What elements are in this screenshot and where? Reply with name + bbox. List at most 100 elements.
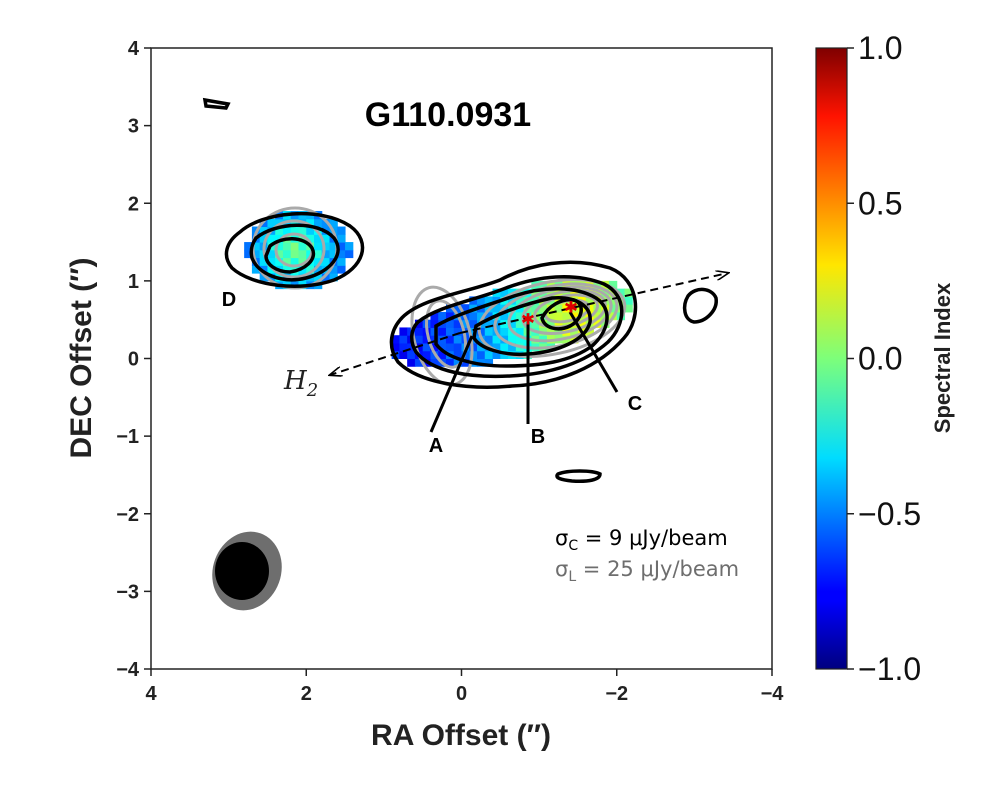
label-b: B bbox=[531, 426, 545, 448]
contour-l-a-inner bbox=[425, 299, 467, 369]
spectral-index-pixel bbox=[453, 335, 462, 344]
spectral-index-pixel bbox=[314, 249, 323, 259]
spectral-index-pixel bbox=[314, 273, 323, 282]
spectral-index-pixel bbox=[321, 234, 331, 243]
spectral-index-pixel bbox=[321, 257, 331, 266]
spectral-index-pixel bbox=[329, 265, 338, 274]
pointer-a bbox=[429, 335, 474, 433]
spectral-index-pixel bbox=[282, 249, 292, 259]
spectral-index-pixel bbox=[391, 342, 400, 352]
spectral-index-pixel bbox=[306, 265, 315, 274]
spectral-index-pixel bbox=[414, 327, 424, 336]
beams bbox=[212, 531, 282, 611]
spectral-index-pixel bbox=[321, 242, 331, 251]
sigma-l-subscript: L bbox=[568, 569, 576, 585]
spectral-index-pixel bbox=[500, 342, 509, 352]
spectral-index-pixel bbox=[624, 296, 633, 305]
spectral-index-pixel bbox=[321, 249, 331, 259]
spectral-index-pixel bbox=[399, 350, 408, 359]
beam-c-band bbox=[215, 542, 269, 600]
contour-c-south-blob bbox=[555, 469, 602, 483]
spectral-index-pixel bbox=[259, 234, 268, 243]
contour-c-main-outer bbox=[389, 260, 638, 389]
spectral-index-pixel bbox=[267, 257, 276, 266]
c-band-contours bbox=[202, 97, 718, 483]
spectral-index-pixel bbox=[515, 327, 525, 336]
spectral-index-pixel bbox=[337, 249, 346, 259]
spectral-index-pixel bbox=[531, 304, 540, 313]
spectral-index-pixel bbox=[337, 226, 346, 235]
spectral-index-pixel bbox=[577, 319, 587, 328]
spectral-index-pixel bbox=[453, 304, 462, 313]
spectral-index-pixel bbox=[453, 319, 462, 328]
colorbar-label: Spectral Index bbox=[930, 282, 955, 433]
y-tick-label: 3 bbox=[128, 116, 139, 138]
spectral-index-pixel bbox=[445, 311, 455, 321]
spectral-index-pixel bbox=[601, 288, 610, 297]
label-a: A bbox=[429, 435, 443, 457]
spectral-index-pixel bbox=[453, 358, 462, 367]
spectral-index-pixel bbox=[306, 218, 315, 228]
spectral-index-pixel bbox=[430, 358, 439, 367]
spectral-index-pixel bbox=[298, 249, 307, 259]
spectral-index-pixel bbox=[445, 342, 455, 352]
y-axis-label: DEC Offset (″) bbox=[65, 257, 98, 458]
spectral-index-pixel bbox=[461, 319, 470, 328]
spectral-index-pixel bbox=[453, 327, 462, 336]
y-axis-ticks: 4 3 2 1 0 −1 −2 −3 −4 bbox=[116, 38, 151, 681]
contour-l-bc-4 bbox=[521, 289, 607, 335]
source-pointers bbox=[429, 311, 619, 433]
colorbar-tick-label: −0.5 bbox=[858, 496, 921, 532]
source-stars: * * bbox=[522, 299, 578, 337]
spectral-index-pixel bbox=[453, 350, 462, 359]
spectral-index-pixel bbox=[275, 234, 284, 243]
spectral-index-pixel bbox=[624, 288, 633, 297]
spectral-index-pixel bbox=[570, 311, 579, 321]
contour-c-d-outer bbox=[224, 211, 365, 288]
contour-c-main-2 bbox=[410, 275, 624, 379]
spectral-index-pixel bbox=[546, 327, 556, 336]
spectral-index-pixel bbox=[430, 342, 439, 352]
spectral-index-pixel bbox=[282, 242, 292, 251]
spectral-index-pixel bbox=[492, 350, 501, 359]
spectral-index-pixel bbox=[282, 257, 292, 266]
sigma-l-value: = 25 μJy/beam bbox=[576, 557, 739, 581]
spectral-index-pixel bbox=[422, 335, 431, 344]
contour-c-d-inner bbox=[264, 237, 316, 274]
colorbar-ticks: 1.0 0.5 0.0 −0.5 −1.0 bbox=[847, 30, 921, 687]
spectral-index-pixel bbox=[492, 319, 501, 328]
spectral-index-pixel bbox=[608, 296, 618, 305]
spectral-index-pixel bbox=[593, 280, 602, 290]
spectral-index-pixel bbox=[422, 350, 431, 359]
spectral-index-pixel bbox=[477, 296, 486, 305]
sigma-c-subscript: C bbox=[568, 538, 578, 554]
star-b: * bbox=[522, 311, 534, 336]
colorbar-tick-label: 0.5 bbox=[858, 185, 902, 221]
spectral-index-pixel bbox=[251, 249, 261, 259]
spectral-index-pixel bbox=[445, 335, 455, 344]
spectral-index-pixel bbox=[438, 350, 447, 359]
spectral-index-pixel bbox=[624, 304, 633, 313]
spectral-index-pixel bbox=[251, 242, 261, 251]
outflow-axis-arrow-east bbox=[330, 332, 461, 375]
spectral-index-pixel bbox=[306, 226, 315, 235]
spectral-index-pixel bbox=[314, 242, 323, 251]
contour-c-main-4 bbox=[472, 296, 592, 357]
spectral-index-pixel bbox=[414, 319, 424, 328]
spectral-index-pixel bbox=[593, 288, 602, 297]
spectral-index-pixel bbox=[546, 288, 556, 297]
spectral-index-pixel bbox=[414, 358, 424, 367]
spectral-index-pixel bbox=[329, 273, 338, 282]
label-c: C bbox=[628, 393, 642, 415]
sigma-l-annotation: σL = 25 μJy/beam bbox=[555, 557, 739, 585]
spectral-index-pixel bbox=[515, 296, 525, 305]
spectral-index-pixel bbox=[275, 226, 284, 235]
spectral-index-pixel bbox=[267, 234, 276, 243]
spectral-index-pixel bbox=[414, 335, 424, 344]
spectral-index-pixel bbox=[438, 311, 447, 321]
contour-l-d-mid bbox=[262, 219, 326, 279]
spectral-index-pixel bbox=[259, 273, 268, 282]
spectral-index-pixel bbox=[290, 249, 299, 259]
spectral-index-pixel bbox=[282, 265, 292, 274]
